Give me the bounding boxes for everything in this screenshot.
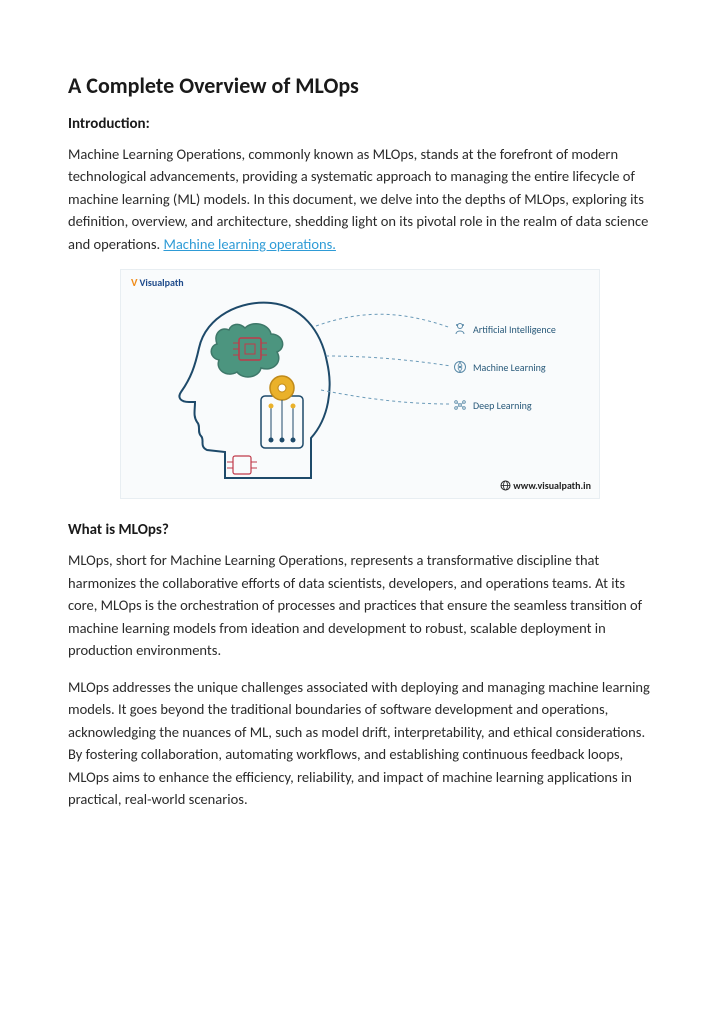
figure-label-ai: Artificial Intelligence — [453, 322, 556, 336]
mlops-figure: V Visualpath — [120, 269, 600, 499]
page-title: A Complete Overview of MLOps — [68, 72, 652, 99]
intro-heading: Introduction: — [68, 115, 652, 133]
figure-label-ml: Machine Learning — [453, 360, 546, 374]
connector-lines — [121, 270, 601, 500]
dl-icon — [453, 398, 467, 412]
globe-icon — [500, 480, 511, 491]
intro-link[interactable]: Machine learning operations. — [163, 235, 335, 253]
what-para-2: MLOps addresses the unique challenges as… — [68, 676, 652, 811]
what-heading: What is MLOps? — [68, 521, 652, 539]
ai-label-text: Artificial Intelligence — [473, 323, 556, 336]
ml-icon — [453, 360, 467, 374]
intro-paragraph: Machine Learning Operations, commonly kn… — [68, 143, 652, 255]
intro-text: Machine Learning Operations, commonly kn… — [68, 145, 648, 253]
dl-label-text: Deep Learning — [473, 399, 532, 412]
ai-icon — [453, 322, 467, 336]
figure-label-dl: Deep Learning — [453, 398, 532, 412]
ml-label-text: Machine Learning — [473, 361, 546, 374]
figure-url: www.visualpath.in — [500, 479, 591, 492]
what-para-1: MLOps, short for Machine Learning Operat… — [68, 549, 652, 661]
figure-url-text: www.visualpath.in — [513, 479, 591, 492]
